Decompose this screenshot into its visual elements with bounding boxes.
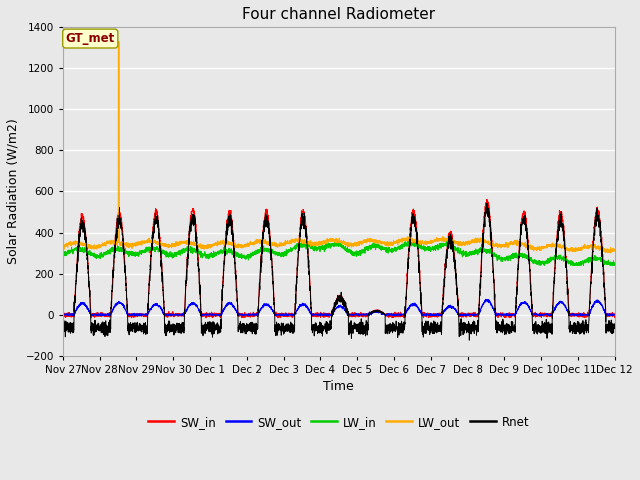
LW_in <box>158 247 166 253</box>
Rnet <box>483 201 491 206</box>
Legend: SW_in, SW_out, LW_in, LW_out, Rnet: SW_in, SW_out, LW_in, LW_out, Rnet <box>144 411 534 433</box>
SW_out <box>319 312 326 318</box>
Rnet <box>318 325 326 331</box>
LW_in <box>611 263 618 268</box>
SW_out <box>59 312 67 318</box>
LW_out <box>494 242 502 248</box>
Y-axis label: Solar Radiation (W/m2): Solar Radiation (W/m2) <box>7 119 20 264</box>
LW_in <box>404 237 412 243</box>
LW_in <box>463 250 470 255</box>
Rnet <box>463 322 470 328</box>
SW_in <box>494 312 502 318</box>
LW_in <box>318 243 326 249</box>
Line: SW_in: SW_in <box>63 199 615 318</box>
SW_in <box>611 311 619 316</box>
Line: LW_out: LW_out <box>63 42 615 253</box>
SW_in <box>319 311 326 317</box>
SW_out <box>463 311 470 317</box>
LW_in <box>432 243 440 249</box>
Rnet <box>611 323 618 328</box>
Rnet <box>494 328 502 334</box>
Rnet <box>465 337 473 343</box>
SW_out <box>611 312 618 317</box>
Rnet <box>611 321 619 327</box>
LW_in <box>494 254 502 260</box>
Rnet <box>432 327 440 333</box>
Line: SW_out: SW_out <box>63 300 615 316</box>
SW_in <box>59 312 67 318</box>
Line: LW_in: LW_in <box>63 240 615 265</box>
SW_out <box>611 312 619 318</box>
Title: Four channel Radiometer: Four channel Radiometer <box>243 7 435 22</box>
LW_out <box>611 247 618 253</box>
LW_in <box>611 260 619 266</box>
Text: GT_met: GT_met <box>66 32 115 45</box>
LW_out <box>611 249 619 254</box>
SW_in <box>483 196 491 202</box>
Rnet <box>59 318 67 324</box>
X-axis label: Time: Time <box>323 380 354 393</box>
SW_out <box>70 313 78 319</box>
LW_out <box>607 250 614 256</box>
SW_in <box>158 272 166 277</box>
SW_out <box>432 312 440 317</box>
SW_in <box>87 315 95 321</box>
LW_in <box>536 263 544 268</box>
LW_out <box>432 237 440 242</box>
LW_in <box>59 253 67 259</box>
SW_in <box>611 312 618 318</box>
Rnet <box>158 270 166 276</box>
SW_in <box>463 312 470 318</box>
SW_out <box>158 308 166 314</box>
SW_in <box>432 312 440 318</box>
LW_out <box>319 239 326 244</box>
LW_out <box>115 39 122 45</box>
SW_out <box>481 297 489 302</box>
LW_out <box>59 244 67 250</box>
SW_out <box>494 312 502 317</box>
LW_out <box>158 242 166 248</box>
LW_out <box>463 240 470 246</box>
Line: Rnet: Rnet <box>63 204 615 340</box>
